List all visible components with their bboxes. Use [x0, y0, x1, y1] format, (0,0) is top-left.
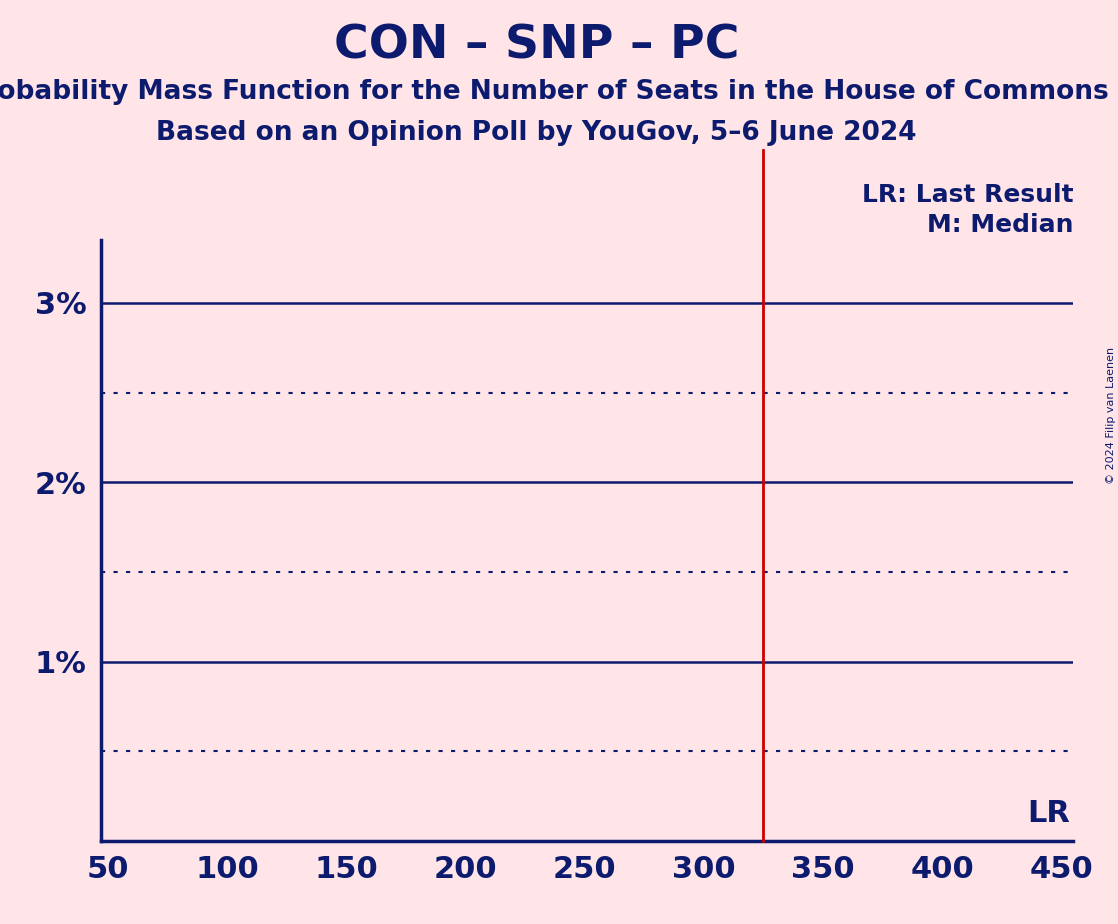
- Text: LR: LR: [1027, 798, 1070, 828]
- Text: © 2024 Filip van Laenen: © 2024 Filip van Laenen: [1106, 347, 1116, 484]
- Text: Probability Mass Function for the Number of Seats in the House of Commons: Probability Mass Function for the Number…: [0, 79, 1109, 104]
- Text: Based on an Opinion Poll by YouGov, 5–6 June 2024: Based on an Opinion Poll by YouGov, 5–6 …: [157, 120, 917, 146]
- Text: M: Median: M: Median: [927, 213, 1073, 237]
- Text: CON – SNP – PC: CON – SNP – PC: [334, 23, 739, 68]
- Text: LR: Last Result: LR: Last Result: [862, 183, 1073, 207]
